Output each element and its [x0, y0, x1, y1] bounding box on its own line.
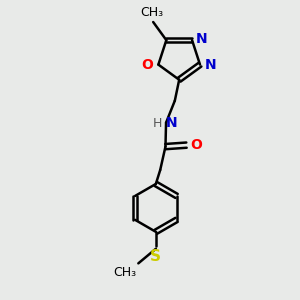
Text: O: O	[190, 138, 202, 152]
Text: H: H	[153, 117, 163, 130]
Text: N: N	[166, 116, 178, 130]
Text: N: N	[204, 58, 216, 72]
Text: O: O	[142, 58, 153, 72]
Text: CH₃: CH₃	[113, 266, 136, 279]
Text: CH₃: CH₃	[140, 5, 163, 19]
Text: N: N	[196, 32, 207, 46]
Text: S: S	[150, 249, 161, 264]
